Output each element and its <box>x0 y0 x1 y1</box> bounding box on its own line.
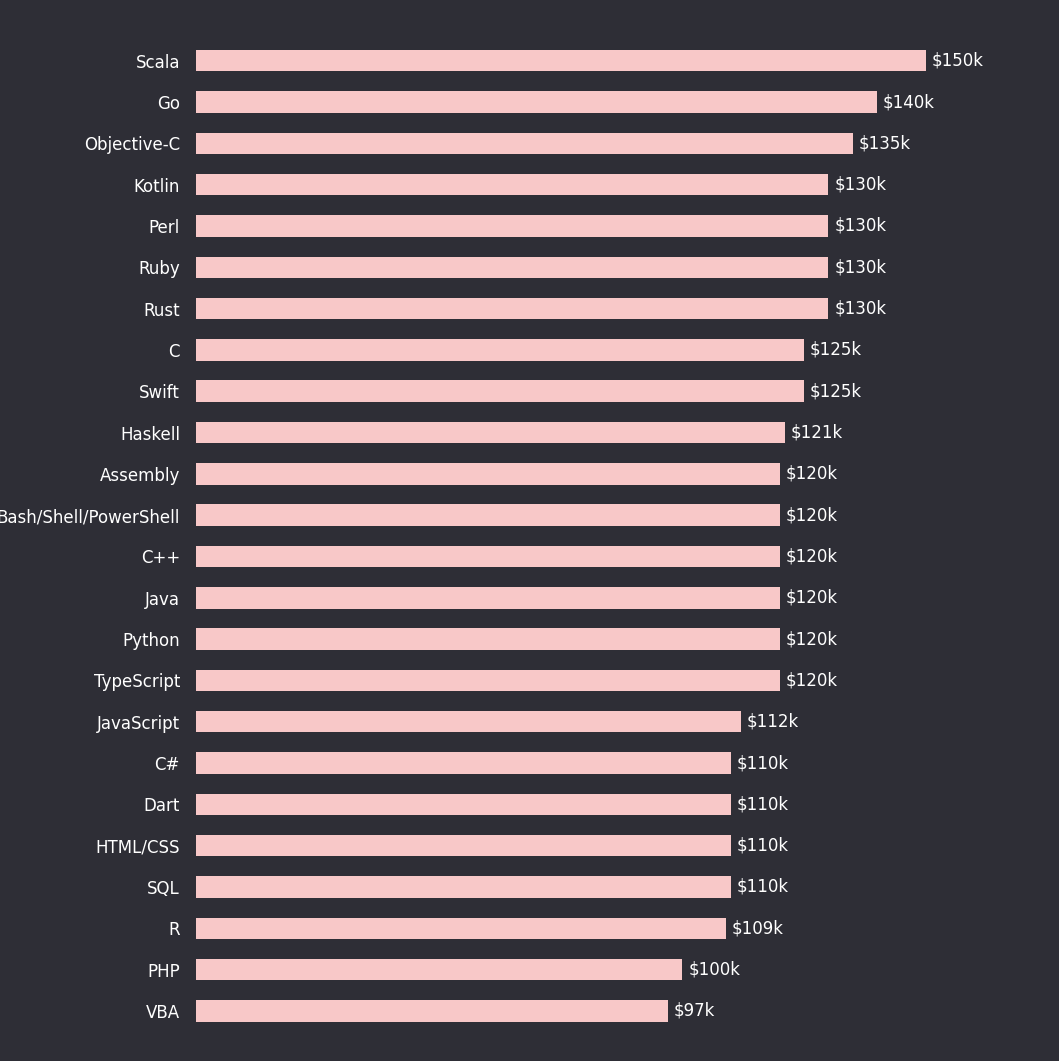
Text: $130k: $130k <box>834 218 886 234</box>
Text: $110k: $110k <box>737 837 789 854</box>
Text: $120k: $120k <box>786 506 838 524</box>
Bar <box>196 422 785 443</box>
Text: $120k: $120k <box>786 672 838 690</box>
Text: $130k: $130k <box>834 299 886 317</box>
Bar <box>196 133 852 154</box>
Text: $140k: $140k <box>883 93 935 111</box>
Text: $112k: $112k <box>747 713 798 731</box>
Bar <box>196 1001 668 1022</box>
Text: $110k: $110k <box>737 877 789 895</box>
Bar <box>196 876 731 898</box>
Bar <box>196 628 779 649</box>
Bar <box>196 959 682 980</box>
Bar <box>196 669 779 691</box>
Text: $109k: $109k <box>732 919 784 937</box>
Bar <box>196 257 828 278</box>
Bar <box>196 587 779 609</box>
Text: $120k: $120k <box>786 547 838 566</box>
Text: $130k: $130k <box>834 176 886 194</box>
Bar <box>196 91 877 112</box>
Bar <box>196 381 804 402</box>
Text: $120k: $120k <box>786 465 838 483</box>
Bar <box>196 215 828 237</box>
Text: $120k: $120k <box>786 589 838 607</box>
Text: $150k: $150k <box>932 52 984 70</box>
Text: $120k: $120k <box>786 630 838 648</box>
Text: $100k: $100k <box>688 960 740 978</box>
Bar <box>196 174 828 195</box>
Bar <box>196 504 779 526</box>
Bar <box>196 752 731 773</box>
Bar <box>196 545 779 568</box>
Text: $121k: $121k <box>790 423 843 441</box>
Text: $110k: $110k <box>737 796 789 814</box>
Bar <box>196 918 726 939</box>
Bar <box>196 794 731 815</box>
Text: $125k: $125k <box>810 382 862 400</box>
Bar <box>196 50 926 71</box>
Text: $97k: $97k <box>674 1002 715 1020</box>
Bar <box>196 835 731 856</box>
Bar <box>196 463 779 485</box>
Bar <box>196 340 804 361</box>
Text: $110k: $110k <box>737 754 789 772</box>
Text: $125k: $125k <box>810 341 862 359</box>
Bar <box>196 298 828 319</box>
Bar <box>196 711 741 732</box>
Text: $130k: $130k <box>834 258 886 276</box>
Text: $135k: $135k <box>859 135 911 153</box>
